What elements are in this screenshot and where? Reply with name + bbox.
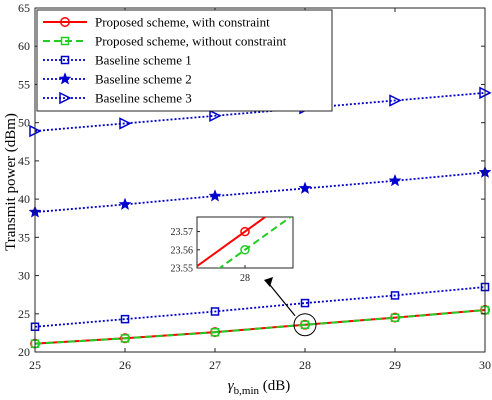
series-1	[30, 305, 490, 349]
series-2	[30, 305, 490, 348]
series-5-point	[209, 109, 222, 123]
x-axis-label-main: γ	[228, 378, 235, 394]
series-4-line	[34, 171, 486, 214]
y-tick-label: 30	[18, 269, 30, 283]
series-3	[30, 282, 490, 332]
series-1-line	[34, 308, 486, 345]
series-4	[28, 165, 492, 218]
y-tick-label: 20	[18, 345, 30, 359]
legend-entry-1: Proposed scheme, with constraint	[43, 15, 270, 30]
series-3-point	[300, 298, 310, 308]
y-tick-label: 60	[18, 39, 30, 53]
y-tick-label: 35	[18, 230, 30, 244]
series-2-point	[300, 320, 310, 330]
series-3-point	[210, 307, 220, 316]
legend-entry-5: Baseline scheme 3	[43, 91, 192, 106]
inset-series-2-point	[240, 245, 250, 255]
x-axis-label: γb,min (dB)	[228, 378, 291, 397]
y-tick-label: 55	[18, 77, 30, 91]
x-tick-label: 27	[209, 358, 221, 372]
y-tick-label: 65	[18, 1, 30, 15]
inset-y-tick-label: 23.57	[171, 227, 194, 238]
inset-y-tick-label: 23.55	[171, 264, 194, 275]
series-4-point	[208, 189, 222, 202]
zoom-arrow	[269, 284, 296, 317]
y-tick-label: 25	[18, 307, 30, 321]
legend-box	[36, 9, 333, 112]
legend-entry-2: Proposed scheme, without constraint	[43, 34, 287, 49]
zoom-arrow-head	[264, 277, 273, 287]
zoom-highlight-circle	[293, 313, 317, 337]
y-tick-label: 40	[18, 192, 30, 206]
series-3-line	[34, 286, 486, 328]
x-tick-label: 30	[479, 358, 491, 372]
inset-y-tick-label: 23.56	[171, 245, 194, 256]
series-4-point	[388, 173, 402, 187]
y-tick-label: 45	[18, 154, 30, 168]
legend-marker	[60, 55, 70, 65]
series-5-point	[389, 94, 402, 107]
legend-label: Baseline scheme 2	[95, 72, 192, 87]
series-5-point	[119, 117, 132, 130]
series-2-point	[210, 328, 220, 337]
legend-label: Baseline scheme 3	[95, 91, 192, 106]
legend-marker	[60, 36, 70, 46]
inset-frame	[196, 216, 294, 269]
x-tick-label: 28	[299, 358, 311, 372]
inset-series-1-line	[197, 217, 267, 268]
legend-marker	[60, 17, 70, 27]
inset-plot	[197, 217, 293, 268]
series-4-point	[118, 197, 132, 211]
x-axis-label-unit: (dB)	[259, 378, 290, 394]
x-tick-label: 25	[29, 358, 41, 372]
series-3-point	[390, 291, 400, 300]
legend-label: Proposed scheme, with constraint	[95, 15, 270, 30]
x-tick-label: 26	[119, 358, 131, 372]
series-2-line	[34, 309, 486, 345]
series-3-point	[120, 314, 130, 324]
x-axis-label-sub: b,min	[234, 385, 260, 397]
legend-entry-3: Baseline scheme 1	[43, 53, 192, 68]
inset-series-2-line	[218, 217, 293, 268]
series-4-point	[298, 181, 312, 194]
x-tick-label: 29	[389, 358, 401, 372]
legend-marker	[58, 72, 72, 85]
legend-label: Proposed scheme, without constraint	[95, 34, 287, 49]
legend-marker	[59, 91, 72, 105]
series-2-point	[120, 334, 130, 343]
inset-series-1-point	[240, 226, 250, 237]
inset-x-tick-label: 28	[240, 273, 250, 284]
y-axis-label: Transmit power (dBm)	[3, 113, 19, 251]
legend-entry-4: Baseline scheme 2	[43, 72, 192, 87]
legend-label: Baseline scheme 1	[95, 53, 192, 68]
series-5-line	[34, 91, 486, 132]
series-2-point	[390, 313, 400, 323]
y-tick-label: 50	[18, 116, 30, 130]
plot-frame	[34, 7, 486, 353]
